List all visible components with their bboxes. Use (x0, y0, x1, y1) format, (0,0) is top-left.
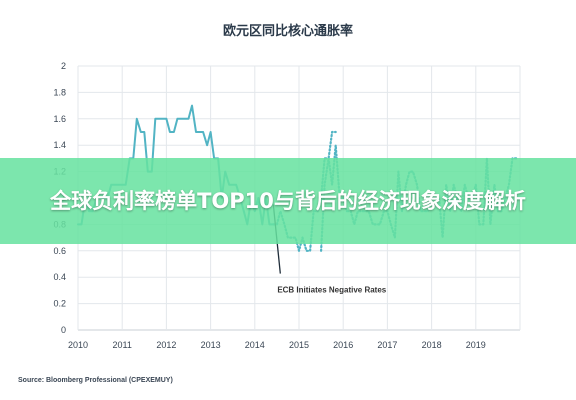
annotation-label: ECB Initiates Negative Rates (277, 286, 386, 295)
chart-title: 欧元区同比核心通胀率 (223, 23, 353, 38)
headline-text: 全球负利率榜单TOP10与背后的经济现象深度解析 (50, 188, 526, 213)
y-tick-label: 1.8 (53, 87, 66, 97)
x-tick-label: 2012 (156, 340, 176, 350)
x-tick-label: 2014 (245, 340, 265, 350)
y-tick-label: 2 (61, 61, 66, 71)
y-tick-label: 0.4 (53, 272, 66, 282)
x-tick-label: 2011 (113, 340, 132, 350)
x-tick-label: 2016 (333, 340, 353, 350)
x-tick-label: 2019 (466, 340, 486, 350)
x-tick-label: 2018 (422, 340, 442, 350)
y-tick-label: 0 (61, 325, 66, 335)
headline-banner: 全球负利率榜单TOP10与背后的经济现象深度解析 (0, 158, 576, 244)
x-tick-label: 2010 (68, 340, 88, 350)
y-tick-label: 1.4 (53, 140, 66, 150)
y-tick-label: 0.6 (53, 246, 66, 256)
x-tick-label: 2015 (289, 340, 309, 350)
source-note: Source: Bloomberg Professional (CPEXEMUY… (18, 377, 173, 384)
x-tick-label: 2017 (377, 340, 397, 350)
y-tick-label: 0.2 (53, 299, 66, 309)
x-axis-ticks: 2010 2011 2012 2013 2014 2015 2016 2017 2018 2019 (68, 340, 486, 350)
y-tick-label: 1.6 (53, 114, 66, 124)
x-tick-label: 2013 (201, 340, 221, 350)
